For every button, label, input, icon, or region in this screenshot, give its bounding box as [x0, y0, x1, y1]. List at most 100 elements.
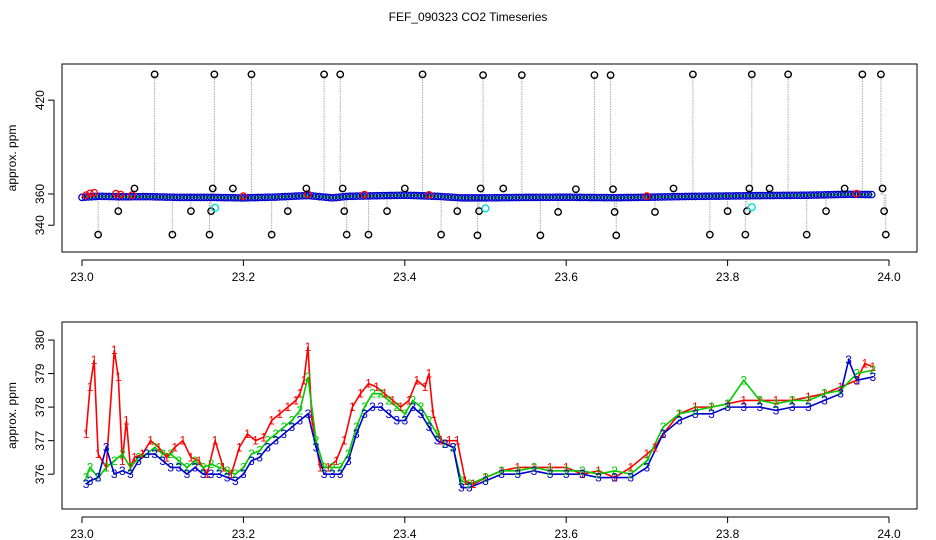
series-3-marker: 3 [256, 450, 263, 464]
flagged-point [211, 203, 220, 212]
series-1-marker: 1 [155, 440, 162, 454]
series-2-marker: 2 [256, 444, 263, 458]
series-3-marker: 3 [482, 474, 489, 488]
panel-2-frame [61, 321, 918, 510]
series-3-marker: 3 [393, 414, 400, 428]
series-3-marker: 3 [563, 467, 570, 481]
series-1-marker: 1 [127, 460, 134, 474]
series-3-marker: 3 [466, 481, 473, 495]
series-1-marker: 1 [692, 400, 699, 414]
series-3-marker: 3 [151, 447, 158, 461]
series-3-marker: 3 [264, 440, 271, 454]
series-2-marker: 2 [757, 393, 764, 407]
series-1-marker: 1 [87, 380, 94, 394]
series-3-marker: 3 [288, 420, 295, 434]
series-2-marker: 2 [627, 467, 634, 481]
series-1-marker: 1 [244, 427, 251, 441]
series-2-marker: 2 [184, 460, 191, 474]
series-2-marker: 2 [345, 447, 352, 461]
series-2-marker: 2 [466, 477, 473, 491]
series-1-marker: 1 [119, 454, 126, 468]
flagged-point [481, 204, 490, 213]
series-3-marker: 3 [410, 400, 417, 414]
series-2-marker: 2 [151, 440, 158, 454]
outlier-point [476, 184, 485, 193]
series-1-marker: 1 [757, 393, 764, 407]
series-2-marker: 2 [143, 447, 150, 461]
series-1-marker: 1 [212, 434, 219, 448]
series-3-marker: 3 [837, 387, 844, 401]
series-3-marker: 3 [805, 400, 812, 414]
outlier-point [187, 207, 195, 216]
series-3-marker: 3 [272, 434, 279, 448]
outlier-point [747, 70, 756, 79]
series-1-marker: 1 [773, 393, 780, 407]
x-tick-label: 23.2 [232, 270, 256, 284]
series-2-marker: 2 [280, 420, 287, 434]
outlier-point [765, 184, 774, 193]
series-2-marker: 2 [288, 414, 295, 428]
x-tick-label: 24.0 [877, 270, 901, 284]
series-2-marker: 2 [442, 437, 449, 451]
series-2-marker: 2 [297, 403, 304, 417]
series-3-marker: 3 [305, 407, 312, 421]
outlier-point [858, 70, 867, 79]
outlier-point [554, 208, 563, 216]
series-2-marker: 2 [87, 460, 94, 474]
panel-1-frame [61, 63, 918, 253]
series-2-marker: 2 [216, 460, 223, 474]
data-point-red [128, 191, 136, 199]
series-2-marker: 2 [208, 457, 215, 471]
series-1-marker: 1 [111, 343, 118, 357]
series-2-marker: 2 [676, 407, 683, 421]
series-2-marker: 2 [200, 460, 207, 474]
series-1-marker: 1 [422, 380, 429, 394]
series-2-marker: 2 [393, 400, 400, 414]
series-1-marker: 1 [357, 387, 364, 401]
outlier-point [338, 184, 347, 193]
panel-1-marks [78, 70, 890, 240]
series-1-marker: 1 [228, 467, 235, 481]
outlier-point [150, 70, 159, 79]
y-tick-label: 378 [33, 397, 47, 417]
series-1-marker: 1 [837, 380, 844, 394]
series-1-marker: 1 [341, 434, 348, 448]
series-3-marker: 3 [845, 353, 852, 367]
series-1-marker: 1 [309, 414, 316, 428]
series-1-marker: 1 [870, 360, 877, 374]
series-2-marker: 2 [264, 434, 271, 448]
series-1-marker: 1 [821, 387, 828, 401]
outlier-point [688, 70, 697, 79]
outlier-point [342, 230, 351, 239]
series-2-marker: 2 [773, 397, 780, 411]
series-2-marker: 2 [175, 454, 182, 468]
series-3-marker: 3 [95, 471, 102, 485]
outlier-point [741, 230, 750, 239]
series-1-marker: 1 [293, 393, 300, 407]
flagged-point [747, 203, 756, 212]
series-2-marker: 2 [272, 427, 279, 441]
series-2-marker: 2 [83, 471, 90, 485]
series-1-marker: 1 [482, 471, 489, 485]
series-1-marker: 1 [660, 427, 667, 441]
series-2-marker: 2 [353, 420, 360, 434]
series-3-marker: 3 [119, 464, 126, 478]
series-3-marker: 3 [853, 373, 860, 387]
outlier-point [745, 184, 754, 193]
series-2-marker: 2 [458, 474, 465, 488]
series-2-marker: 2 [434, 427, 441, 441]
series-3-marker: 3 [644, 460, 651, 474]
series-2-marker: 2 [410, 393, 417, 407]
series-1-marker: 1 [301, 373, 308, 387]
series-3-marker: 3 [579, 467, 586, 481]
panel-2-axes: 23.0 23.2 23.4 23.6 23.8 24.0 376 377 378 379 380 a… [5, 321, 918, 540]
data-point-red [239, 192, 248, 201]
series-3-marker: 3 [184, 467, 191, 481]
outlier-point [840, 184, 849, 193]
series-1-marker: 1 [644, 447, 651, 461]
series-1-marker: 1 [426, 367, 433, 381]
x-tick-label: 23.4 [393, 527, 417, 540]
series-3-marker: 3 [103, 440, 110, 454]
series-3-marker: 3 [498, 467, 505, 481]
y-tick-label: 380 [33, 330, 47, 350]
